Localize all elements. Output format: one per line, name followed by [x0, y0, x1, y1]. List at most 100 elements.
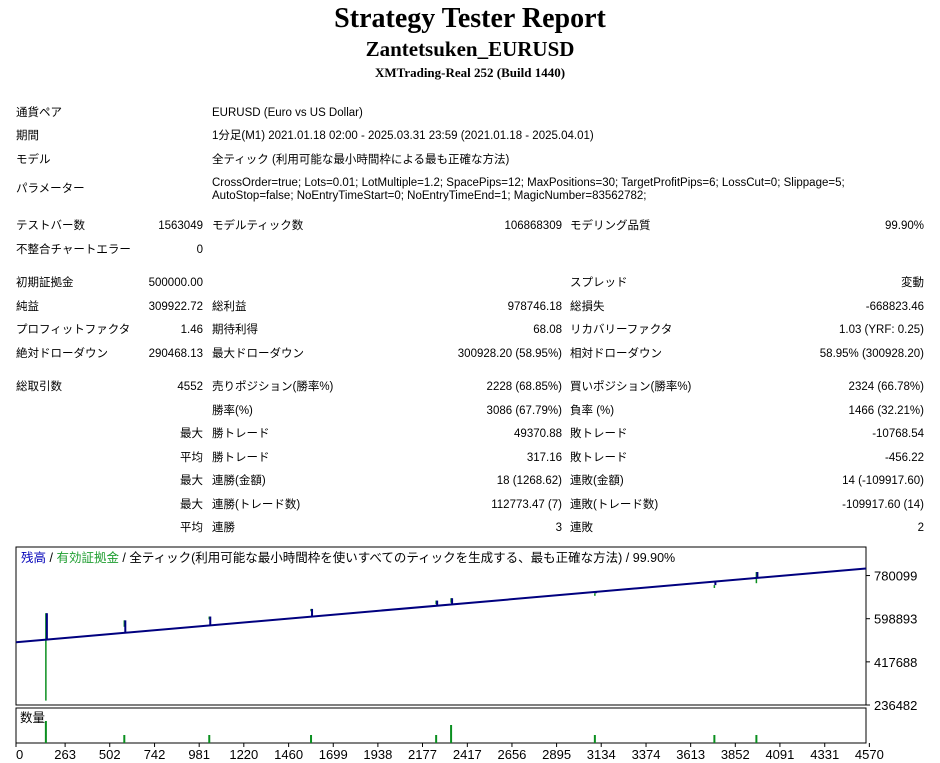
quality-label: モデリング品質: [570, 220, 651, 232]
x-tick-label: 981: [188, 747, 210, 762]
quality-value: 99.90%: [884, 220, 924, 232]
win-value: 3086 (67.79%): [486, 405, 562, 417]
trades-label: 総取引数: [16, 381, 62, 393]
cw-trades-value: 112773.47 (7): [491, 499, 562, 511]
x-tick-label: 4570: [855, 747, 884, 762]
cw-trades-label: 連勝(トレード数): [212, 499, 301, 511]
gross-loss-value: -668823.46: [865, 301, 924, 313]
long-value: 2324 (66.78%): [848, 381, 924, 393]
x-tick-label: 2895: [542, 747, 571, 762]
recovery-value: 1.03 (YRF: 0.25): [838, 324, 924, 336]
mismatch-label: 不整合チャートエラー: [16, 244, 131, 256]
avg-win-value: 317.16: [526, 452, 562, 464]
avg-label-1: 平均: [180, 452, 203, 464]
loss-value: 1466 (32.21%): [848, 405, 924, 417]
y-tick-label: 780099: [874, 569, 917, 584]
legend-sep: /: [46, 551, 56, 565]
ticks-label: モデルティック数: [212, 220, 304, 232]
server-build: XMTrading-Real 252 (Build 1440): [374, 65, 566, 80]
balance-chart: 780099 598893 417688 236482 残高 / 有効証拠金 / 全ティ…: [15, 546, 917, 762]
max-label-3: 最大: [180, 499, 203, 511]
legend-rest: / 全ティック(利用可能な最小時間枠を使いすべてのティックを生成する、最も正確な…: [119, 550, 675, 565]
avg-win-label: 勝トレード: [212, 452, 270, 464]
cl-label: 連敗: [570, 522, 593, 534]
volume-label: 数量: [20, 710, 45, 725]
max-win-label: 勝トレード: [212, 428, 270, 440]
max-dd-value: 300928.20 (58.95%): [457, 348, 562, 360]
cw-value: 3: [555, 522, 562, 534]
rel-dd-label: 相対ドローダウン: [570, 348, 662, 360]
pf-label: プロフィットファクタ: [16, 324, 131, 336]
report-title: Strategy Tester Report: [334, 3, 606, 34]
mismatch-value: 0: [196, 244, 203, 256]
recovery-label: リカバリーファクタ: [570, 324, 673, 336]
short-value: 2228 (68.85%): [486, 381, 562, 393]
params-label: パラメーター: [16, 183, 85, 195]
x-tick-label: 1938: [363, 747, 392, 762]
x-tick-label: 3134: [587, 747, 616, 762]
bars-label: テストバー数: [16, 220, 85, 232]
max-loss-label: 敗トレード: [570, 428, 628, 440]
main-panel-frame: [15, 546, 867, 706]
x-tick-label: 742: [144, 747, 166, 762]
x-tick-label: 3613: [676, 747, 705, 762]
short-label: 売りポジション(勝率%): [212, 381, 334, 393]
loss-label: 負率 (%): [570, 405, 615, 417]
y-tick-label: 417688: [874, 655, 917, 670]
x-tick-label: 3852: [721, 747, 750, 762]
cl-amount-label: 連敗(金額): [570, 475, 624, 487]
abs-dd-value: 290468.13: [148, 348, 203, 360]
symbol-label: 通貨ペア: [16, 107, 62, 119]
model-label: モデル: [16, 154, 51, 166]
volume-panel-frame: [15, 707, 867, 744]
payoff-label: 期待利得: [212, 324, 258, 336]
net-value: 309922.72: [148, 301, 203, 313]
x-tick-label: 4091: [765, 747, 794, 762]
spread-value: 変動: [901, 277, 924, 289]
cl-value: 2: [917, 522, 924, 534]
params-line-2: AutoStop=false; NoEntryTimeStart=0; NoEn…: [212, 190, 647, 202]
x-tick-label: 4331: [810, 747, 839, 762]
gross-loss-label: 総損失: [570, 301, 605, 313]
cw-amount-label: 連勝(金額): [212, 475, 266, 487]
x-tick-label: 263: [54, 747, 76, 762]
ea-name: Zantetsuken_EURUSD: [365, 37, 575, 61]
period-value: 1分足(M1) 2021.01.18 02:00 - 2025.03.31 23…: [212, 130, 594, 142]
cw-label: 連勝: [212, 522, 235, 534]
x-tick-label: 2656: [497, 747, 526, 762]
x-tick-label: 1220: [229, 747, 258, 762]
gross-profit-label: 総利益: [212, 301, 247, 313]
symbol-value: EURUSD (Euro vs US Dollar): [212, 107, 363, 119]
y-tick-label: 236482: [874, 698, 917, 713]
max-dd-label: 最大ドローダウン: [212, 348, 304, 360]
rel-dd-value: 58.95% (300928.20): [819, 348, 924, 360]
y-tick-label: 598893: [874, 612, 917, 627]
trades-value: 4552: [177, 381, 203, 393]
pf-value: 1.46: [180, 324, 203, 336]
legend-equity: 有効証拠金: [56, 550, 119, 565]
max-win-value: 49370.88: [514, 428, 562, 440]
max-label-2: 最大: [180, 475, 203, 487]
spread-label: スプレッド: [570, 277, 628, 289]
avg-loss-label: 敗トレード: [570, 452, 628, 464]
deposit-label: 初期証拠金: [16, 277, 74, 289]
payoff-value: 68.08: [533, 324, 562, 336]
cw-amount-value: 18 (1268.62): [496, 475, 562, 487]
chart-legend: 残高 / 有効証拠金 / 全ティック(利用可能な最小時間枠を使いすべてのティック…: [21, 550, 675, 565]
max-loss-value: -10768.54: [872, 428, 924, 440]
x-tick-label: 2177: [408, 747, 437, 762]
x-tick-label: 3374: [632, 747, 661, 762]
x-tick-label: 0: [16, 747, 23, 762]
cl-trades-value: -109917.60 (14): [842, 499, 924, 511]
win-label: 勝率(%): [212, 405, 253, 417]
deposit-value: 500000.00: [148, 277, 203, 289]
bars-value: 1563049: [158, 220, 203, 232]
x-tick-label: 1460: [274, 747, 303, 762]
cl-amount-value: 14 (-109917.60): [842, 475, 924, 487]
gross-profit-value: 978746.18: [507, 301, 562, 313]
abs-dd-label: 絶対ドローダウン: [16, 348, 108, 360]
ticks-value: 106868309: [504, 220, 562, 232]
x-tick-label: 502: [99, 747, 121, 762]
legend-balance: 残高: [21, 550, 46, 565]
x-tick-label: 2417: [453, 747, 482, 762]
